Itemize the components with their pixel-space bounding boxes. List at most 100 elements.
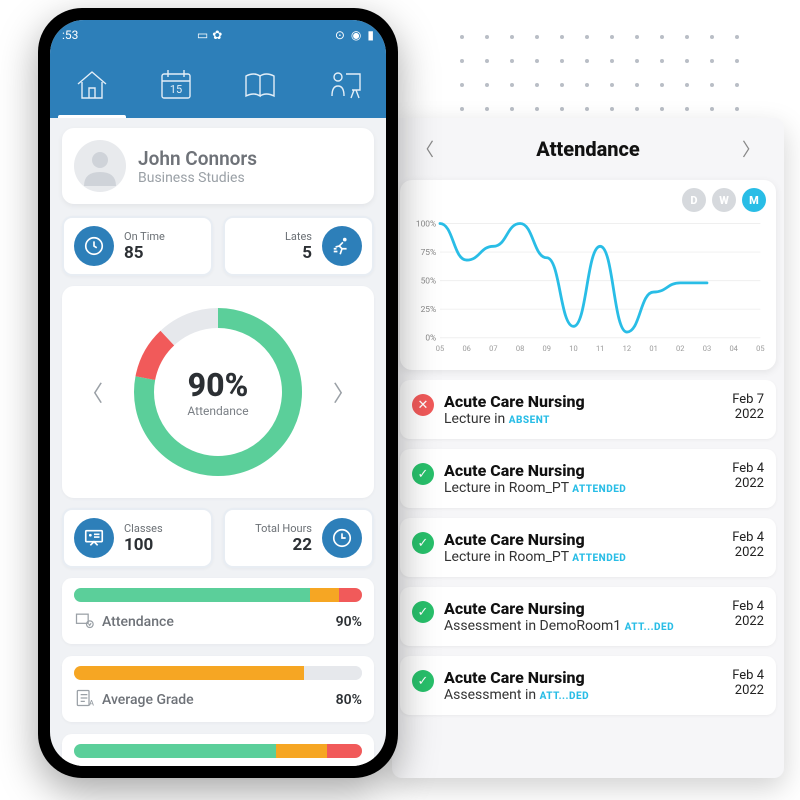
- status-time: :53: [62, 28, 78, 42]
- stat-label: Classes: [124, 522, 163, 535]
- student-card: John Connors Business Studies: [62, 128, 374, 204]
- calendar-icon: 15: [156, 66, 196, 102]
- stat-tile-total-hours: Total Hours 22: [223, 508, 374, 568]
- svg-text:01: 01: [649, 344, 657, 353]
- home-icon: [72, 66, 112, 102]
- phone-frame: :53 ▭ ✿ ⊙ ◉ ▮ 15: [38, 8, 398, 778]
- donut-sublabel: Attendance: [187, 404, 248, 418]
- svg-text:A: A: [89, 699, 94, 708]
- svg-text:05: 05: [756, 344, 764, 353]
- panel-next[interactable]: 〉: [734, 132, 768, 166]
- stat-tile-lates: Lates 5: [223, 216, 374, 276]
- progress-label: Average Grade: [102, 692, 194, 708]
- attendance-row[interactable]: ✓ Acute Care Nursing Assessment in ATT..…: [400, 656, 776, 715]
- stat-label: Lates: [285, 230, 312, 243]
- row-sub: Lecture in Room_PT ATTENDED: [444, 480, 722, 496]
- progress-attendance: Attendance 90%: [62, 578, 374, 644]
- status-pill: ATT...DED: [625, 622, 675, 633]
- tab-teacher[interactable]: [302, 50, 386, 118]
- svg-text:05: 05: [436, 344, 444, 353]
- progress-average-grade: A Average Grade 80%: [62, 656, 374, 722]
- svg-text:07: 07: [489, 344, 497, 353]
- teacher-icon: [324, 66, 364, 102]
- row-title: Acute Care Nursing: [444, 461, 722, 480]
- status-bar: :53 ▭ ✿ ⊙ ◉ ▮: [50, 20, 386, 50]
- progress-value: 80%: [336, 692, 362, 708]
- range-w[interactable]: W: [712, 188, 736, 212]
- nav-tabs: 15: [50, 50, 386, 118]
- row-sub: Assessment in DemoRoom1 ATT...DED: [444, 618, 722, 634]
- stat-value: 85: [124, 243, 165, 263]
- attendance-row[interactable]: ✕ Acute Care Nursing Lecture in ABSENT F…: [400, 380, 776, 439]
- row-date: Feb 42022: [732, 530, 764, 560]
- svg-text:02: 02: [676, 344, 684, 353]
- avatar: [74, 140, 126, 192]
- stats-top: On Time 85 Lates 5: [62, 216, 374, 276]
- book-icon: [240, 66, 280, 102]
- panel-prev[interactable]: 〈: [408, 132, 442, 166]
- attendance-panel: 〈 Attendance 〉 DWM 100%75%50%25%0%050607…: [392, 118, 784, 778]
- range-d[interactable]: D: [682, 188, 706, 212]
- stat-label: On Time: [124, 230, 165, 243]
- stat-value: 22: [255, 535, 312, 555]
- range-toggle: DWM: [682, 188, 766, 212]
- attendance-row[interactable]: ✓ Acute Care Nursing Assessment in DemoR…: [400, 587, 776, 646]
- phone-content[interactable]: John Connors Business Studies On Time 85…: [50, 118, 386, 766]
- status-pill: ATTENDED: [572, 553, 626, 564]
- stat-value: 5: [285, 243, 312, 263]
- attendance-list[interactable]: ✕ Acute Care Nursing Lecture in ABSENT F…: [392, 380, 784, 778]
- row-title: Acute Care Nursing: [444, 392, 722, 411]
- svg-text:100%: 100%: [416, 219, 436, 229]
- row-date: Feb 42022: [732, 668, 764, 698]
- run-icon: [322, 226, 362, 266]
- status-pill: ABSENT: [509, 415, 550, 426]
- attendance-chart-card: DWM 100%75%50%25%0%050607080910111201020…: [400, 180, 776, 370]
- row-title: Acute Care Nursing: [444, 668, 722, 687]
- stat-tile-classes: Classes 100: [62, 508, 213, 568]
- row-date: Feb 72022: [732, 392, 764, 422]
- svg-text:75%: 75%: [421, 248, 437, 258]
- attendance-line-chart: 100%75%50%25%0%0506070809101112010203040…: [410, 190, 766, 360]
- donut-next[interactable]: 〉: [330, 376, 358, 408]
- attended-icon: ✓: [412, 532, 434, 554]
- svg-text:12: 12: [623, 344, 631, 353]
- gear-icon: ✿: [212, 28, 222, 42]
- attendance-icon: [74, 610, 94, 634]
- range-m[interactable]: M: [742, 188, 766, 212]
- clock-icon: [74, 226, 114, 266]
- attendance-row[interactable]: ✓ Acute Care Nursing Lecture in Room_PT …: [400, 518, 776, 577]
- stat-tile-on-time: On Time 85: [62, 216, 213, 276]
- donut-prev[interactable]: 〈: [78, 376, 106, 408]
- student-name: John Connors: [138, 147, 257, 170]
- row-sub: Lecture in Room_PT ATTENDED: [444, 549, 722, 565]
- class-icon: [74, 518, 114, 558]
- person-icon: [80, 146, 120, 186]
- stats-bottom: Classes 100 Total Hours 22: [62, 508, 374, 568]
- svg-text:03: 03: [703, 344, 711, 353]
- tab-book[interactable]: [218, 50, 302, 118]
- tab-home[interactable]: [50, 50, 134, 118]
- svg-text:50%: 50%: [421, 276, 437, 286]
- status-pill: ATTENDED: [572, 484, 626, 495]
- svg-text:08: 08: [516, 344, 524, 353]
- attendance-row[interactable]: ✓ Acute Care Nursing Lecture in Room_PT …: [400, 449, 776, 508]
- attended-icon: ✓: [412, 463, 434, 485]
- progress-label: Attendance: [102, 614, 174, 630]
- grade-icon: A: [74, 688, 94, 712]
- tab-calendar[interactable]: 15: [134, 50, 218, 118]
- stat-value: 100: [124, 535, 163, 555]
- svg-text:15: 15: [170, 83, 182, 96]
- signal-icon: ▮: [367, 28, 374, 42]
- hours-icon: [322, 518, 362, 558]
- svg-text:11: 11: [596, 344, 604, 353]
- panel-title: Attendance: [536, 137, 640, 161]
- progress-value: 90%: [336, 614, 362, 630]
- donut-card: 〈 90% Attendance 〉: [62, 286, 374, 498]
- vpn-icon: ⊙: [335, 28, 345, 42]
- svg-text:06: 06: [462, 344, 470, 353]
- attended-icon: ✓: [412, 601, 434, 623]
- svg-text:04: 04: [729, 344, 738, 353]
- row-date: Feb 42022: [732, 461, 764, 491]
- row-title: Acute Care Nursing: [444, 530, 722, 549]
- row-sub: Assessment in ATT...DED: [444, 687, 722, 703]
